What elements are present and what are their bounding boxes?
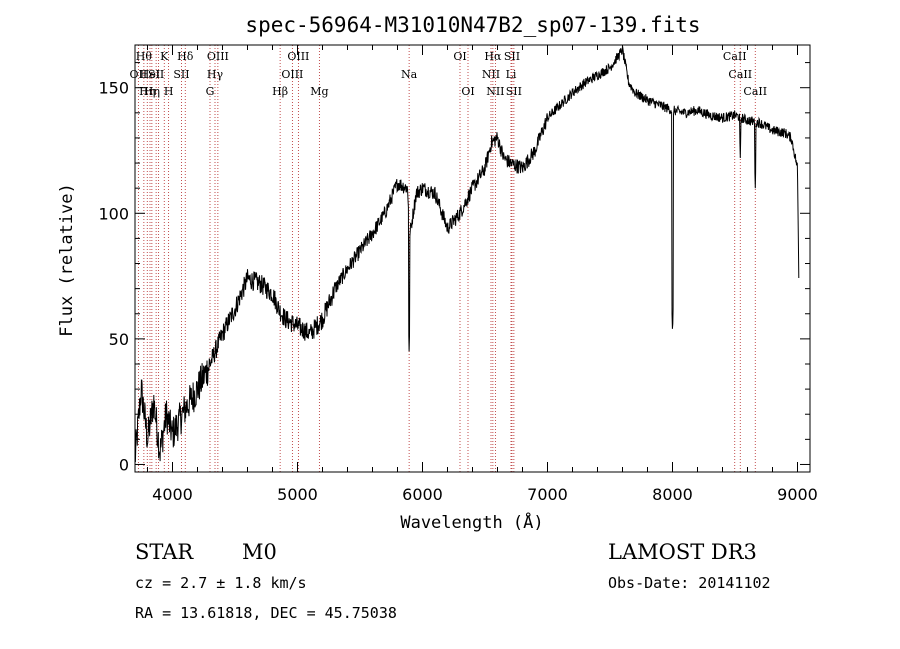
- line-marker-label: HeI: [140, 68, 160, 81]
- plot-frame: [134, 44, 811, 473]
- line-marker-label: Hδ: [177, 50, 194, 63]
- x-tick-label: 8000: [652, 485, 693, 504]
- y-tick-label: 0: [119, 455, 129, 474]
- line-marker-label: OI: [453, 50, 466, 63]
- line-marker-label: OIII: [281, 68, 303, 81]
- spectral-line-markers: [137, 45, 756, 472]
- line-marker-label: NII: [486, 85, 504, 98]
- x-axis-label: Wavelength (Å): [400, 511, 543, 533]
- observation-date: Obs-Date: 20141102: [608, 574, 771, 592]
- line-marker-label: SII: [506, 85, 522, 98]
- line-marker-label: CaII: [728, 68, 752, 81]
- x-tick-label: 5000: [277, 485, 318, 504]
- y-axis-label: Flux (relative): [57, 183, 77, 337]
- line-marker-label: OIII: [287, 50, 309, 63]
- line-marker-label: SII: [173, 68, 189, 81]
- object-subclass: M0: [242, 540, 277, 564]
- line-marker-label: CaII: [723, 50, 747, 63]
- survey-name: LAMOST DR3: [608, 540, 757, 564]
- line-marker-label: Hθ: [136, 50, 153, 63]
- line-marker-label: CaII: [743, 85, 767, 98]
- line-marker-label: Hη: [139, 85, 155, 98]
- line-marker-label: K: [160, 50, 169, 63]
- chart-title: spec-56964-M31010N47B2_sp07-139.fits: [245, 13, 700, 37]
- y-tick-label: 50: [109, 330, 129, 349]
- x-axis-ticks: 4000 5000 6000 7000 8000 9000: [147, 45, 818, 504]
- line-marker-label: OII: [130, 68, 148, 81]
- object-class: STAR: [135, 540, 194, 564]
- flux-series-line: [134, 45, 800, 463]
- y-tick-label: 100: [98, 204, 129, 223]
- line-marker-label: OI: [461, 85, 474, 98]
- line-marker-label: NII: [482, 68, 500, 81]
- x-tick-label: 6000: [402, 485, 443, 504]
- line-marker-label: SII: [504, 50, 520, 63]
- line-marker-label: Hη: [144, 85, 160, 98]
- spectral-line-labels: HθOIIHηHeIHηSIIKHSIIHδGHγOIIIHβOIIIOIIIM…: [130, 50, 768, 98]
- line-marker-label: Mg: [310, 85, 328, 98]
- x-tick-label: 4000: [152, 485, 193, 504]
- line-marker-label: Hα: [484, 50, 502, 63]
- line-marker-label: OIII: [207, 50, 229, 63]
- line-marker-label: SII: [148, 68, 164, 81]
- line-marker-label: H: [164, 85, 174, 98]
- x-tick-label: 7000: [527, 485, 568, 504]
- line-marker-label: Hγ: [207, 68, 224, 81]
- y-tick-label: 150: [98, 79, 129, 98]
- line-marker-label: Na: [401, 68, 418, 81]
- line-marker-label: Li: [506, 68, 517, 81]
- sky-coordinates: RA = 13.61818, DEC = 45.75038: [135, 604, 397, 622]
- line-marker-label: Hβ: [272, 85, 288, 98]
- line-marker-label: G: [206, 85, 215, 98]
- y-axis-ticks: 0 50 100 150: [98, 62, 810, 474]
- redshift-velocity: cz = 2.7 ± 1.8 km/s: [135, 574, 307, 592]
- x-tick-label: 9000: [777, 485, 818, 504]
